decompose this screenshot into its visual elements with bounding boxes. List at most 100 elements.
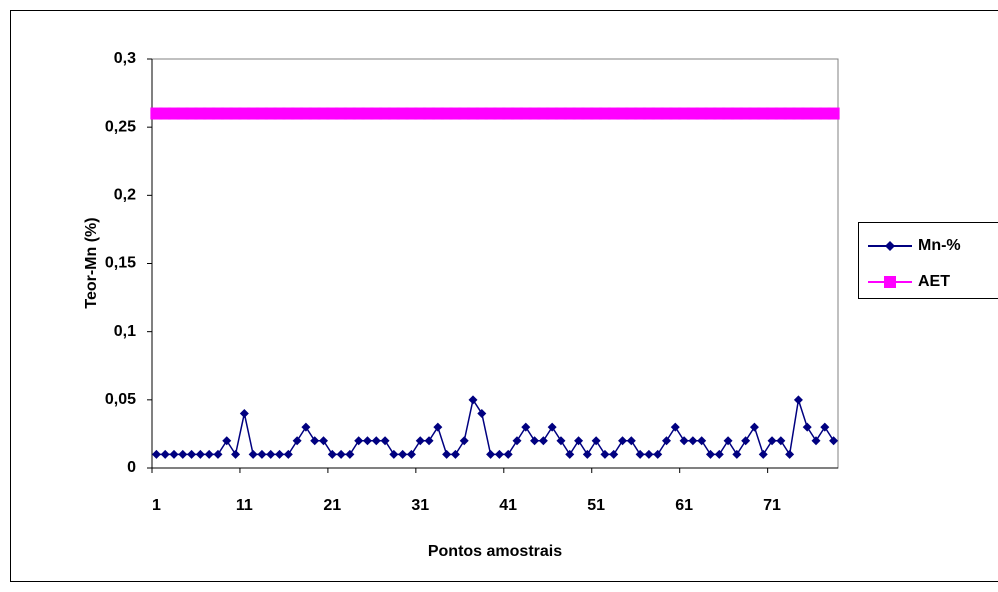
data-point [582,449,592,459]
data-point [301,422,311,432]
data-point [327,449,337,459]
data-point [512,436,522,446]
data-point [758,449,768,459]
data-point [415,436,425,446]
data-point [442,449,452,459]
data-point [785,449,795,459]
data-point [827,107,840,120]
y-tick-label: 0,3 [114,50,136,67]
data-point [160,449,170,459]
data-point [538,436,548,446]
data-point [653,449,663,459]
x-axis-title: Pontos amostrais [428,543,562,560]
data-point [398,449,408,459]
x-tick-label: 31 [411,497,429,514]
data-point [714,449,724,459]
data-point [793,395,803,405]
plot-area [151,58,839,469]
data-point [389,449,399,459]
legend-box [858,222,998,299]
data-point [248,449,258,459]
data-point [609,449,619,459]
data-point [239,408,249,418]
data-point [547,422,557,432]
data-point [477,408,487,418]
legend-marker [884,276,896,288]
data-point [380,436,390,446]
x-tick-label: 11 [236,497,253,514]
data-point [749,422,759,432]
x-tick-label: 1 [152,497,161,514]
data-point [169,449,179,459]
data-point [486,449,496,459]
data-point [354,436,364,446]
legend-label: Mn-% [918,237,961,254]
data-point [802,422,812,432]
data-point [266,449,276,459]
data-point [626,436,636,446]
legend-label: AET [918,273,950,290]
legend-marker [885,241,895,251]
y-tick-label: 0,15 [105,255,136,272]
data-point [231,449,241,459]
data-point [433,422,443,432]
data-point [600,449,610,459]
data-point [336,449,346,459]
data-point [811,436,821,446]
data-point [178,449,188,459]
data-point [732,449,742,459]
y-tick-label: 0,05 [105,391,136,408]
x-tick-label: 71 [763,497,781,514]
data-point [468,395,478,405]
data-point [565,449,575,459]
data-point [705,449,715,459]
data-point [292,436,302,446]
data-point [662,436,671,446]
data-point [530,436,540,446]
data-point [741,436,751,446]
data-point [679,436,689,446]
data-point [670,422,680,432]
data-point [521,422,531,432]
data-point [204,449,214,459]
data-point [556,436,566,446]
data-point [574,436,584,446]
data-point [187,449,197,459]
data-point [424,436,434,446]
y-tick-label: 0,25 [105,118,136,135]
data-point [257,449,267,459]
y-tick-label: 0 [127,459,136,476]
x-tick-label: 51 [587,497,605,514]
data-point [723,436,733,446]
data-point [697,436,707,446]
data-point [406,449,416,459]
data-point [450,449,460,459]
x-tick-label: 21 [323,497,341,514]
data-point [503,449,513,459]
data-point [459,436,469,446]
data-point [591,436,601,446]
data-point [151,449,161,459]
y-axis-title: Teor-Mn (%) [83,217,100,308]
data-point [319,436,328,446]
x-tick-label: 61 [675,497,693,514]
data-point [213,449,223,459]
data-point [310,436,320,446]
y-tick-label: 0,1 [114,323,136,340]
data-point [688,436,698,446]
data-point [195,449,205,459]
data-point [275,449,285,459]
data-point [222,436,232,446]
data-point [371,436,381,446]
data-point [345,449,355,459]
data-point [829,436,839,446]
x-tick-label: 41 [499,497,517,514]
data-point [820,422,830,432]
data-point [767,436,777,446]
data-point [635,449,645,459]
data-point [494,449,504,459]
data-point [776,436,786,446]
data-point [644,449,654,459]
data-point [362,436,372,446]
